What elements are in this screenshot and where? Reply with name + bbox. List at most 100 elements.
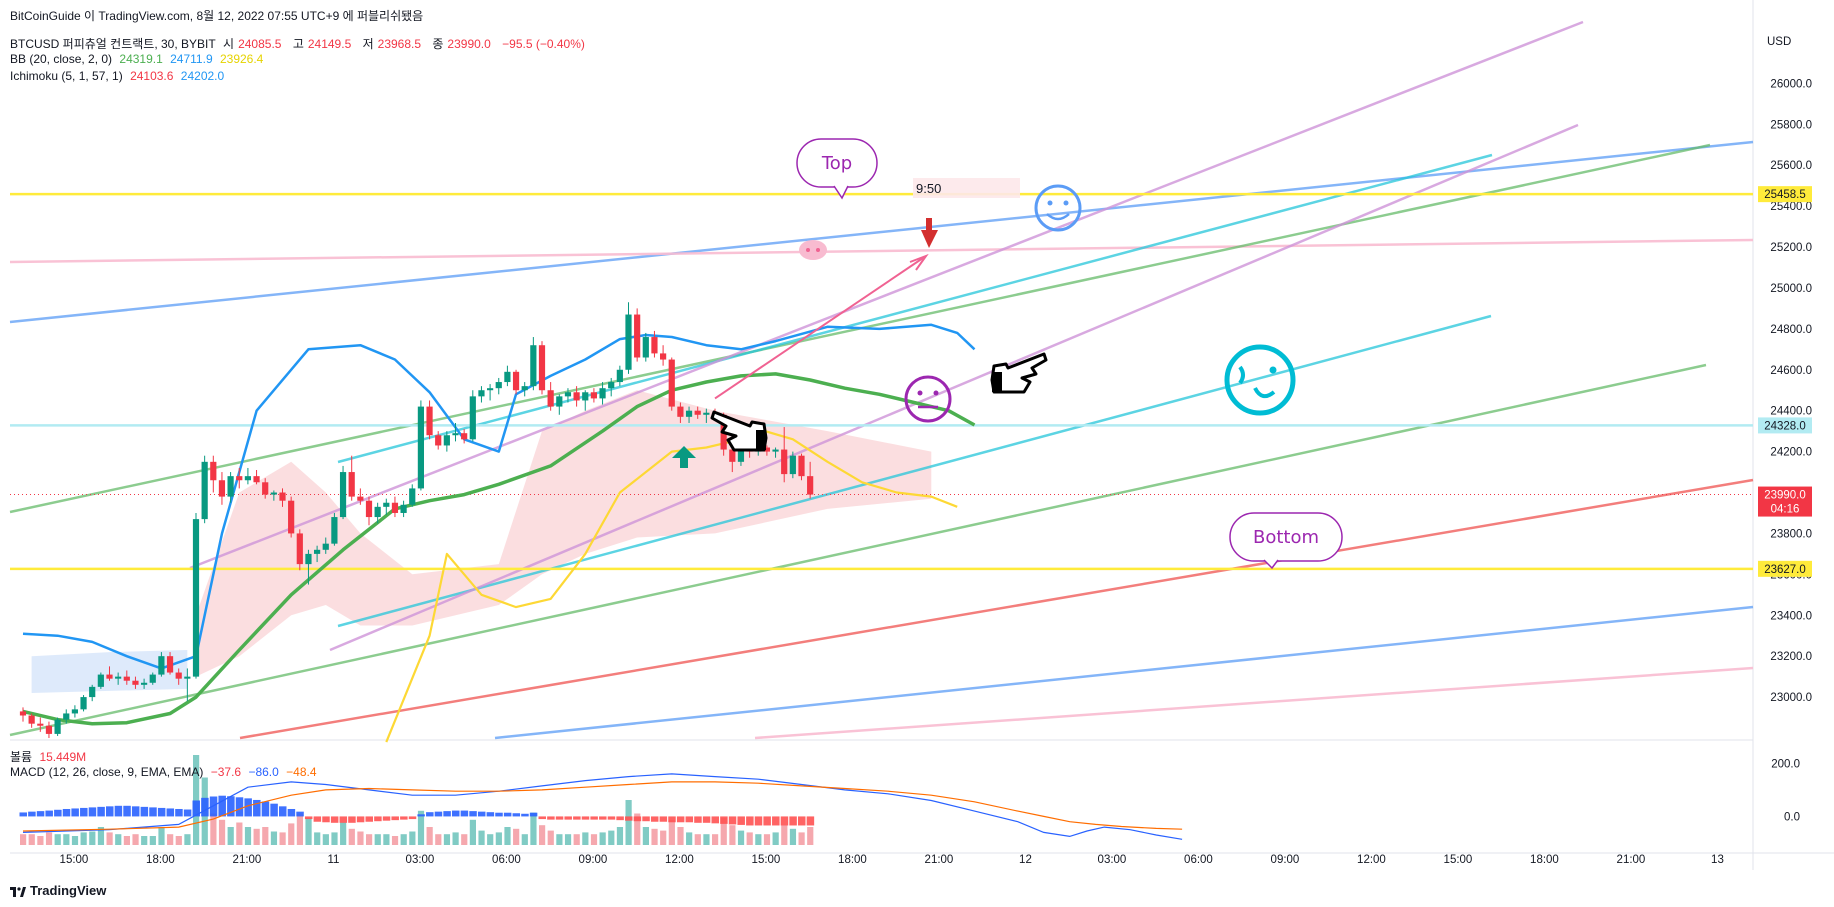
macd-histogram-bar	[270, 803, 278, 817]
volume-bar	[28, 834, 35, 845]
symbol-legend[interactable]: BTCUSD 퍼피츄얼 컨트랙트, 30, BYBIT 시 24085.5 고 24…	[10, 35, 589, 52]
bb-label[interactable]: BB (20, close, 2, 0)	[10, 52, 113, 66]
volume-bar	[599, 832, 606, 845]
macd-histogram-bar	[728, 816, 737, 825]
volume-bar	[167, 834, 174, 845]
time-tick-label: 03:00	[1098, 854, 1127, 866]
price-tick-label: 25600.0	[1770, 160, 1812, 172]
ichimoku-legend[interactable]: Ichimoku (5, 1, 57, 1) 24103.6 24202.0	[10, 69, 228, 83]
macd-histogram-bar	[538, 816, 546, 820]
candle-body	[71, 709, 78, 714]
candle-body	[149, 674, 156, 683]
price-tick-label: 25800.0	[1770, 119, 1812, 131]
time-tick-label: 09:00	[579, 854, 608, 866]
time-tick-label: 12	[1019, 854, 1032, 866]
price-tick-label: 23200.0	[1770, 651, 1812, 663]
volume-bar	[314, 832, 321, 845]
volume-legend[interactable]: 볼륨 15.449M	[10, 748, 90, 765]
candle-body	[495, 382, 502, 389]
time-tick-label: 09:00	[1271, 854, 1300, 866]
bb-upper-value: 24711.9	[170, 52, 213, 66]
volume-bar	[270, 831, 278, 845]
up-arrow-stem	[680, 458, 688, 468]
volume-bar	[660, 830, 667, 845]
volume-bar	[80, 832, 87, 845]
volume-bar	[513, 828, 520, 845]
time-tick-label: 12:00	[1357, 854, 1386, 866]
candle-body	[279, 492, 286, 501]
currency-label: USD	[1767, 36, 1791, 48]
symbol-title[interactable]: BTCUSD 퍼피츄얼 컨트랙트, 30, BYBIT	[10, 37, 216, 51]
macd-line	[22, 773, 1183, 840]
macd-histogram-bar	[28, 811, 36, 817]
macd-histogram-bar	[166, 808, 175, 817]
bb-legend[interactable]: BB (20, close, 2, 0) 24319.1 24711.9 239…	[10, 52, 267, 66]
volume-bar	[158, 827, 165, 845]
candle-body	[547, 390, 554, 407]
volume-bar	[45, 832, 53, 845]
macd-legend[interactable]: MACD (12, 26, close, 9, EMA, EMA) −37.6 …	[10, 765, 321, 779]
bottom-bubble-tail	[1263, 559, 1279, 570]
candle-body	[443, 435, 450, 446]
smile-mouth	[1046, 213, 1070, 221]
candle-body	[28, 715, 35, 724]
volume-bar	[218, 819, 226, 845]
macd-histogram-bar	[417, 814, 425, 817]
macd-label[interactable]: MACD (12, 26, close, 9, EMA, EMA)	[10, 765, 204, 779]
volume-bar	[616, 827, 624, 845]
candle-body	[590, 392, 597, 399]
volume-bar	[443, 834, 451, 845]
macd-signal-value: −48.4	[286, 765, 317, 779]
macd-histogram-bar	[460, 810, 469, 817]
volume-bar	[763, 834, 771, 845]
time-tick-label: 13	[1711, 854, 1724, 866]
volume-bar	[469, 819, 476, 845]
macd-histogram-bar	[304, 816, 313, 820]
macd-histogram-bar	[650, 816, 659, 822]
volume-bar	[20, 834, 27, 845]
dizzy-eye-right	[1269, 366, 1277, 374]
volume-value: 15.449M	[39, 750, 87, 764]
macd-histogram-bar	[590, 816, 598, 820]
high-value: 24149.5	[307, 37, 352, 51]
bottom-bubble-text: Bottom	[1253, 527, 1319, 548]
volume-bar	[400, 834, 407, 845]
smile-eye-right	[1063, 200, 1069, 206]
candle-body	[608, 382, 615, 389]
volume-bar	[331, 832, 338, 845]
macd-tick-label: 0.0	[1784, 811, 1800, 823]
tradingview-footer[interactable]: TradingView	[10, 883, 106, 898]
price-tick-label: 26000.0	[1770, 78, 1812, 90]
macd-histogram-bar	[296, 811, 304, 817]
macd-histogram-bar	[746, 816, 754, 826]
candle-body	[201, 461, 208, 520]
macd-histogram-bar	[625, 816, 633, 821]
macd-histogram-bar	[477, 811, 486, 817]
volume-bar	[772, 832, 779, 845]
volume-bar	[288, 823, 295, 845]
macd-histogram-bar	[374, 816, 382, 822]
macd-histogram-bar	[676, 816, 685, 823]
macd-histogram-bar	[339, 816, 348, 823]
price-label-text: 23627.0	[1764, 564, 1806, 576]
volume-bar	[236, 822, 243, 845]
macd-histogram-bar	[408, 816, 417, 820]
candle-body	[677, 406, 684, 417]
volume-bar	[547, 830, 554, 845]
candle-body	[253, 476, 260, 483]
down-arrow-icon	[921, 230, 938, 248]
macd-histogram-bar	[201, 797, 209, 817]
macd-histogram-bar	[434, 811, 443, 817]
volume-bar	[556, 834, 563, 845]
ichimoku-label[interactable]: Ichimoku (5, 1, 57, 1)	[10, 69, 123, 83]
candle-body	[781, 449, 788, 475]
macd-tick-label: 200.0	[1771, 758, 1800, 770]
macd-histogram-bar	[512, 813, 521, 817]
dizzy-eye-left	[1238, 365, 1245, 385]
macd-histogram-bar	[659, 816, 668, 822]
price-tick-label: 23400.0	[1770, 610, 1812, 622]
candle-body	[141, 682, 148, 685]
volume-label[interactable]: 볼륨	[10, 750, 33, 764]
volume-bar	[296, 813, 303, 845]
